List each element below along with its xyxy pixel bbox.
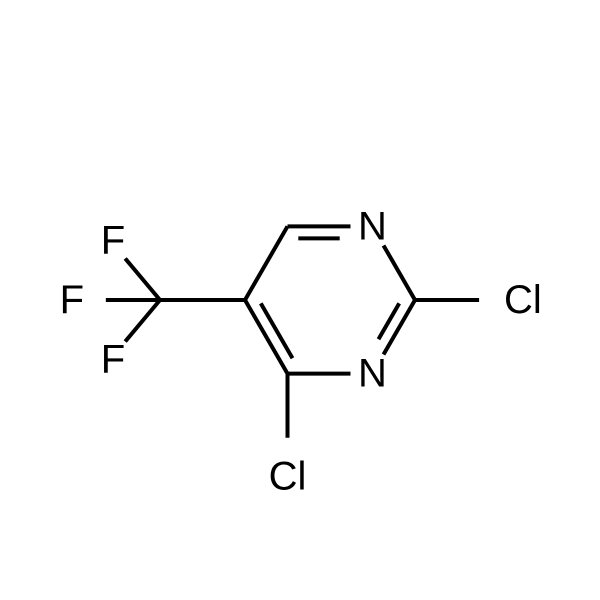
svg-text:Cl: Cl <box>504 278 542 322</box>
svg-text:F: F <box>101 338 125 382</box>
svg-text:N: N <box>358 352 387 396</box>
svg-text:N: N <box>358 204 387 248</box>
svg-text:F: F <box>101 218 125 262</box>
svg-text:F: F <box>60 278 84 322</box>
svg-text:Cl: Cl <box>269 455 307 499</box>
molecule-diagram: NNClClFFF <box>0 0 600 600</box>
